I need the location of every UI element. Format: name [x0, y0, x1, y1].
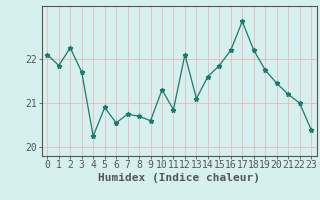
X-axis label: Humidex (Indice chaleur): Humidex (Indice chaleur) [98, 173, 260, 183]
